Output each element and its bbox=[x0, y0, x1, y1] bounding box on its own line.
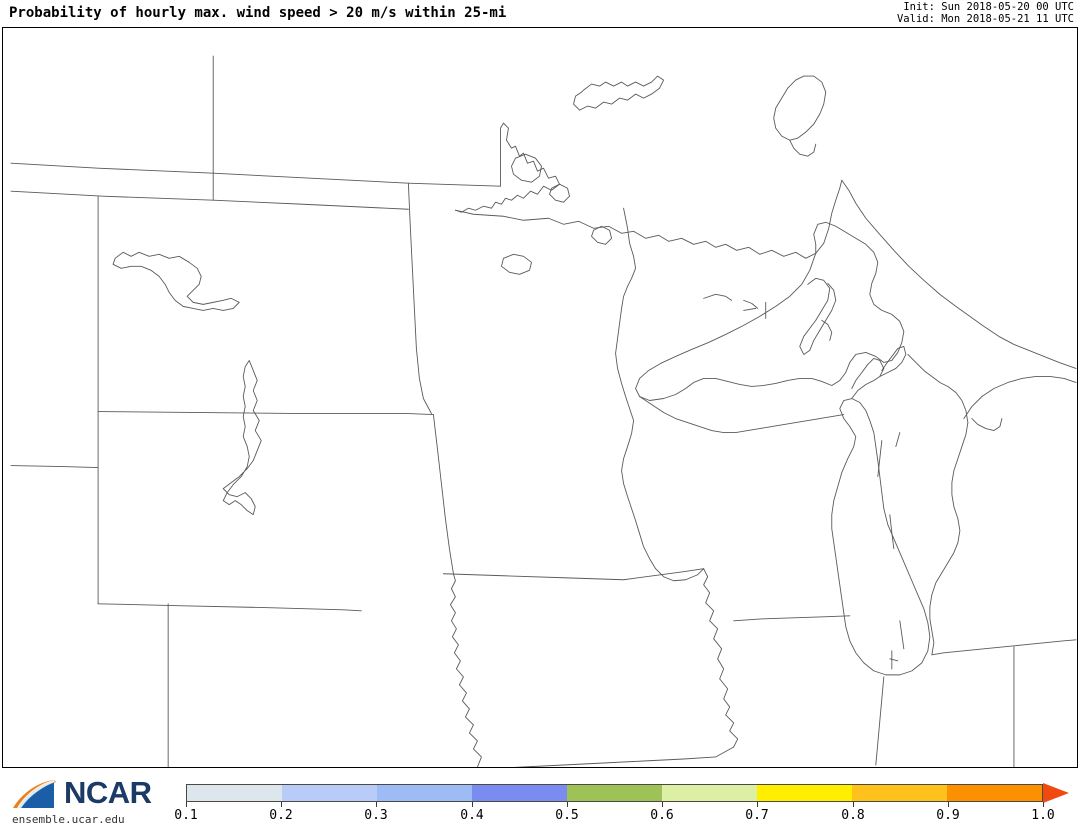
colorbar-tick-label: 0.1 bbox=[174, 808, 198, 823]
nd-sd-border bbox=[97, 411, 434, 415]
lake-winnipeg bbox=[773, 75, 827, 141]
up-south-shore bbox=[639, 396, 845, 433]
colorbar-tick bbox=[853, 802, 854, 807]
mn-wi-border bbox=[615, 207, 705, 582]
page-title: Probability of hourly max. wind speed > … bbox=[9, 5, 507, 21]
valid-time-label: Valid: Mon 2018-05-21 11 UTC bbox=[896, 13, 1074, 25]
lake-oahe bbox=[222, 359, 262, 516]
map-geography-layer bbox=[10, 55, 1077, 767]
door-peninsula bbox=[879, 345, 907, 377]
colorbar-tick-label: 0.9 bbox=[936, 808, 960, 823]
us-canada-border-lake-superior bbox=[841, 179, 1077, 369]
colorbar-tick-label: 0.3 bbox=[364, 808, 388, 823]
isle-royale-2 bbox=[743, 299, 759, 309]
red-lake bbox=[511, 153, 542, 183]
lake-michigan-interior-top bbox=[895, 432, 901, 448]
colorbar-band-0.2-0.3 bbox=[282, 785, 377, 801]
lake-michigan-inner-3 bbox=[899, 620, 905, 650]
ncar-wordmark: NCAR bbox=[64, 775, 152, 810]
rainy-lake bbox=[501, 253, 532, 275]
map-canvas bbox=[10, 55, 1077, 767]
colorbar-tick bbox=[281, 802, 282, 807]
lake-michigan-inner-4 bbox=[889, 658, 899, 662]
lake-huron bbox=[963, 376, 1077, 419]
footer-bar: NCAR ensemble.ucar.edu 0.1 0.2 0.3 0.4 0.5 0.… bbox=[0, 772, 1080, 834]
keweenaw-peninsula bbox=[799, 277, 837, 355]
init-time-label: Init: Sun 2018-05-20 00 UTC bbox=[903, 1, 1074, 13]
ncar-url-label: ensemble.ucar.edu bbox=[12, 813, 125, 826]
sd-mn-border bbox=[432, 414, 454, 575]
colorbar-band-0.1-0.2 bbox=[187, 785, 282, 801]
colorbar-tick-label: 1.0 bbox=[1031, 808, 1055, 823]
lake-michigan bbox=[831, 398, 931, 676]
michigan-lower-peninsula bbox=[907, 353, 969, 656]
nebraska-south-border bbox=[97, 603, 362, 612]
saginaw-bay bbox=[971, 418, 1003, 431]
green-bay bbox=[851, 357, 885, 399]
colorbar[interactable]: 0.1 0.2 0.3 0.4 0.5 0.6 0.7 0.8 0.9 1.0 bbox=[174, 783, 1072, 830]
leech-lake bbox=[549, 183, 570, 203]
iowa-north-border bbox=[442, 568, 705, 581]
colorbar-tick bbox=[376, 802, 377, 807]
colorbar-tick-label: 0.2 bbox=[269, 808, 293, 823]
colorbar-tick bbox=[472, 802, 473, 807]
colorbar-tick-label: 0.6 bbox=[650, 808, 674, 823]
colorbar-tick bbox=[662, 802, 663, 807]
colorbar-tick bbox=[186, 802, 187, 807]
colorbar-band-0.7-0.8 bbox=[757, 785, 852, 801]
ncar-logo[interactable]: NCAR ensemble.ucar.edu bbox=[8, 775, 168, 830]
colorbar-band-0.8-0.9 bbox=[852, 785, 947, 801]
header-bar: Probability of hourly max. wind speed > … bbox=[0, 0, 1080, 26]
colorbar-tick bbox=[948, 802, 949, 807]
lake-michigan-inner-2 bbox=[889, 514, 895, 550]
isle-royale bbox=[703, 293, 733, 301]
colorbar-tick bbox=[1043, 802, 1044, 807]
il-wi-border bbox=[733, 615, 851, 622]
missouri-river-border bbox=[449, 573, 482, 767]
forecast-timestamps: Init: Sun 2018-05-20 00 UTC Valid: Mon 2… bbox=[897, 1, 1074, 25]
lake-manitoba bbox=[789, 139, 817, 157]
colorbar-band-0.9-1 bbox=[947, 785, 1042, 801]
colorbar-band-0.6-0.7 bbox=[662, 785, 757, 801]
us-canada-border-lakes bbox=[454, 179, 843, 259]
iowa-south-border bbox=[514, 746, 735, 767]
map-panel[interactable] bbox=[2, 27, 1078, 768]
ncar-logo-mark bbox=[12, 780, 56, 808]
mille-lacs-lake bbox=[591, 225, 613, 245]
colorbar-extend-arrow bbox=[1043, 783, 1069, 803]
colorbar-tick bbox=[757, 802, 758, 807]
colorbar-tick-label: 0.8 bbox=[841, 808, 865, 823]
colorbar-bands bbox=[186, 784, 1043, 802]
iowa-east-border bbox=[703, 568, 739, 748]
nd-mn-border bbox=[407, 182, 432, 414]
mi-oh-in-border bbox=[931, 639, 1077, 656]
montana-south-border bbox=[10, 190, 409, 210]
lake-michigan-inner-1 bbox=[877, 440, 883, 478]
lake-superior-interior-1 bbox=[743, 307, 757, 311]
colorbar-band-0.3-0.4 bbox=[377, 785, 472, 801]
us-canada-border bbox=[10, 162, 501, 187]
us-canada-border-mn bbox=[454, 122, 560, 213]
colorbar-tick-label: 0.5 bbox=[555, 808, 579, 823]
lake-of-the-woods bbox=[573, 75, 665, 111]
colorbar-tick-label: 0.7 bbox=[745, 808, 769, 823]
keweenaw-tip bbox=[821, 319, 833, 341]
wyoming-south-border bbox=[10, 465, 99, 469]
colorbar-band-0.5-0.6 bbox=[567, 785, 662, 801]
colorbar-tick-label: 0.4 bbox=[460, 808, 484, 823]
il-in-border bbox=[875, 676, 885, 766]
lake-sakakawea bbox=[112, 251, 240, 311]
lake-superior bbox=[635, 221, 905, 401]
colorbar-tick bbox=[567, 802, 568, 807]
colorbar-band-0.4-0.5 bbox=[472, 785, 567, 801]
